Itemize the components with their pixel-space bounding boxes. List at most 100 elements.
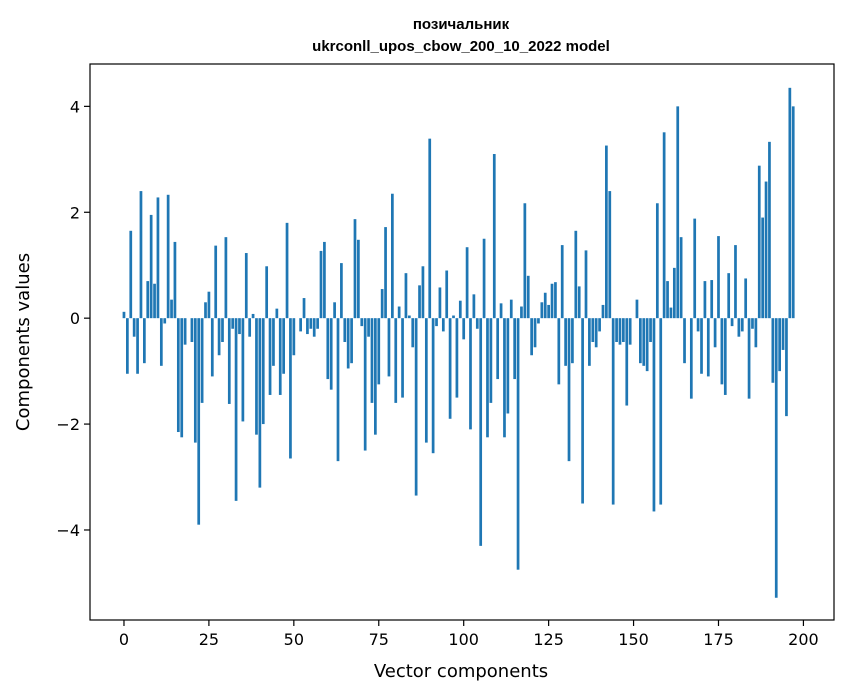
bar [455, 318, 459, 398]
bar [601, 304, 605, 319]
y-tick-label: −4 [56, 521, 80, 540]
bar [224, 237, 228, 319]
bar [418, 285, 421, 319]
bar [513, 318, 517, 380]
bar [176, 318, 180, 433]
bar [132, 318, 136, 337]
bar [540, 302, 544, 319]
bar [506, 318, 510, 414]
bar [360, 318, 364, 327]
bar [421, 266, 425, 319]
bar [394, 318, 398, 403]
bar [588, 318, 591, 366]
bar [469, 318, 472, 430]
bar [530, 318, 533, 356]
bar [122, 311, 126, 319]
x-tick-label: 200 [788, 630, 819, 649]
bar [265, 266, 269, 319]
bar [200, 318, 204, 403]
bar [577, 286, 581, 319]
bar [183, 318, 187, 345]
bar [628, 318, 632, 345]
bar [312, 318, 316, 337]
bar [397, 306, 401, 319]
bar [302, 298, 306, 319]
plot-frame [89, 63, 835, 621]
bar [706, 318, 710, 377]
bar [319, 250, 323, 319]
bar [143, 318, 146, 364]
y-tick-label: 0 [70, 309, 80, 328]
bar [244, 253, 248, 319]
bar [564, 318, 567, 366]
bar [622, 318, 625, 342]
bar [744, 278, 748, 319]
bar [611, 318, 615, 505]
bar [166, 194, 170, 319]
x-tick-label: 150 [618, 630, 649, 649]
x-tick-label: 75 [369, 630, 389, 649]
bar [204, 302, 207, 319]
bar [547, 304, 550, 319]
bar [696, 318, 700, 332]
bar [129, 230, 133, 319]
bar [384, 227, 387, 319]
bar [289, 318, 292, 459]
x-tick-label: 125 [533, 630, 564, 649]
bar [126, 318, 129, 374]
x-axis-label: Vector components [374, 661, 548, 682]
bar [523, 203, 527, 319]
bar [441, 318, 445, 332]
bar [431, 318, 435, 454]
bar [679, 237, 683, 319]
bar [683, 318, 686, 364]
bar [173, 241, 177, 319]
bar [316, 318, 319, 329]
bar [693, 218, 697, 319]
bar [598, 318, 601, 332]
bar [608, 191, 612, 319]
x-tick-label: 0 [119, 630, 129, 649]
bar [333, 302, 336, 319]
bar [367, 318, 370, 337]
bar [703, 281, 707, 319]
bar [214, 245, 218, 319]
bar [445, 270, 449, 319]
bar [557, 318, 561, 385]
bar [448, 318, 452, 419]
bar [625, 318, 629, 406]
bar [435, 318, 438, 327]
bar [241, 318, 245, 422]
bar [285, 222, 289, 319]
bar [605, 145, 608, 319]
bar [238, 318, 241, 335]
bar [278, 318, 282, 395]
bar [785, 318, 788, 417]
bar [340, 263, 343, 319]
bar [768, 141, 771, 319]
bar [737, 318, 741, 337]
bar [391, 193, 394, 319]
bar [207, 291, 211, 319]
bar [234, 318, 238, 501]
bar [591, 318, 595, 342]
bar [482, 238, 486, 319]
bar [560, 245, 564, 319]
bar [149, 214, 153, 319]
bar [299, 318, 302, 332]
bar [275, 308, 279, 319]
bar [717, 236, 720, 319]
bar [153, 283, 156, 319]
bar [462, 318, 466, 340]
bar [401, 318, 404, 398]
bar [248, 318, 252, 337]
bar [350, 318, 353, 364]
bar [414, 318, 418, 496]
x-tick-label: 175 [703, 630, 734, 649]
bar [730, 318, 734, 327]
bar [509, 299, 513, 319]
bar [404, 273, 408, 319]
bar [516, 318, 520, 570]
bar [479, 318, 483, 546]
bar [475, 318, 479, 329]
